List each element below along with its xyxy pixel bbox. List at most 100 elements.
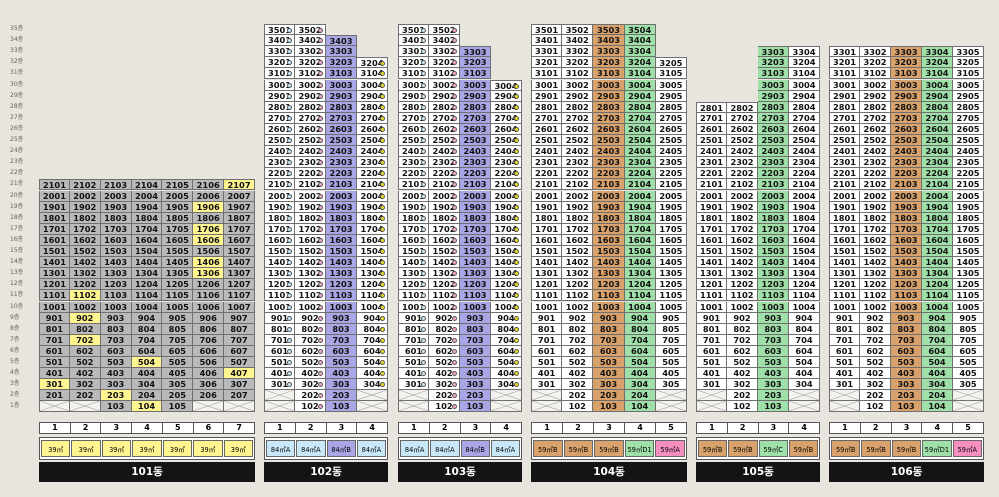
unit-dot-icon xyxy=(318,104,323,110)
unit-cell: 301 xyxy=(531,379,563,391)
unit-cell: 103 xyxy=(593,401,625,413)
unit-cell: 405 xyxy=(655,368,687,380)
unit-type-label: 84㎡A xyxy=(490,440,520,457)
unit-dot-icon xyxy=(380,326,385,332)
unit-cell: 1002 xyxy=(295,301,326,313)
unit-cell: 1302 xyxy=(69,268,101,280)
unit-cell: 903 xyxy=(100,312,132,324)
unit-cell: 2305 xyxy=(655,157,687,169)
unit-cell: 902 xyxy=(860,312,891,324)
floor-label: 16층 xyxy=(10,235,24,243)
unit-type-row: 39㎡ 39㎡ 39㎡ 39㎡ 39㎡ 39㎡ 39㎡ xyxy=(39,437,255,460)
floor-label: 23층 xyxy=(10,158,24,166)
unit-cell: 2605 xyxy=(655,123,687,135)
unit-dot-icon xyxy=(452,126,457,132)
unit-cell: 2702 xyxy=(727,112,758,124)
unit-dot-icon xyxy=(318,226,323,232)
unit-cell: 2701 xyxy=(531,112,563,124)
unit-cell: 3304 xyxy=(922,46,953,58)
unit-cell: 602 xyxy=(727,345,758,357)
unit-cell: 2703 xyxy=(593,112,625,124)
unit-cell: 2403 xyxy=(460,146,491,158)
unit-cell: 1004 xyxy=(491,301,522,313)
unit-cell: 2803 xyxy=(460,101,491,113)
unit-cell: 2004 xyxy=(357,190,388,202)
unit-cell: 1204 xyxy=(131,279,163,291)
unit-cell: 204 xyxy=(624,390,656,402)
unit-cell: 1705 xyxy=(162,223,194,235)
unit-cell: 804 xyxy=(131,323,163,335)
unit-cell: 203 xyxy=(460,390,491,402)
unit-cell: 304 xyxy=(357,379,388,391)
unit-cell: 2203 xyxy=(593,168,625,180)
unit-cell: 1607 xyxy=(224,234,255,246)
line-number: 5 xyxy=(965,423,971,432)
unit-cell: 401 xyxy=(398,368,429,380)
unit-cell: 2104 xyxy=(789,179,820,191)
unit-dot-icon xyxy=(452,160,457,166)
unit-dot-icon xyxy=(318,315,323,321)
unit-cell: 2502 xyxy=(429,135,460,146)
unit-dot-icon xyxy=(514,337,519,343)
unit-cell: 2901 xyxy=(531,90,563,102)
unit-dot-icon xyxy=(380,260,385,266)
unit-cell: 2503 xyxy=(593,135,625,146)
unit-cell: 104 xyxy=(624,401,656,413)
floor-label: 21층 xyxy=(10,180,24,188)
unit-dot-icon xyxy=(380,337,385,343)
unit-cell: 3401 xyxy=(398,35,429,47)
unit-cell: 1203 xyxy=(460,279,491,291)
unit-cell: 1102 xyxy=(727,290,758,302)
unit-cell: 2005 xyxy=(655,190,687,202)
unit-cell: 1001 xyxy=(696,301,727,313)
unit-cell: 1601 xyxy=(696,234,727,246)
unit-cell: 704 xyxy=(789,334,820,346)
unit-cell: 1605 xyxy=(162,234,194,246)
empty-unit-cell xyxy=(829,401,860,413)
unit-cell: 2402 xyxy=(727,146,758,158)
unit-cell: 1706 xyxy=(193,223,225,235)
unit-cell: 3102 xyxy=(562,68,594,80)
unit-cell: 2802 xyxy=(562,101,594,113)
unit-dot-icon xyxy=(452,249,457,254)
unit-cell: 605 xyxy=(162,345,194,357)
unit-cell: 2301 xyxy=(398,157,429,169)
unit-cell: 804 xyxy=(789,323,820,335)
unit-cell: 1901 xyxy=(39,201,70,213)
unit-cell: 1301 xyxy=(39,268,70,280)
unit-cell: 702 xyxy=(727,334,758,346)
unit-cell: 503 xyxy=(460,357,491,368)
unit-cell: 1402 xyxy=(727,257,758,269)
unit-cell: 2402 xyxy=(295,146,326,158)
unit-cell: 1602 xyxy=(860,234,891,246)
unit-cell: 302 xyxy=(727,379,758,391)
empty-unit-cell xyxy=(953,401,984,413)
unit-cell: 402 xyxy=(727,368,758,380)
unit-cell: 3002 xyxy=(860,79,891,91)
unit-cell: 3301 xyxy=(264,46,295,58)
empty-unit-cell xyxy=(264,401,295,413)
unit-cell: 1202 xyxy=(727,279,758,291)
unit-cell: 3202 xyxy=(860,57,891,69)
line-number: 4 xyxy=(801,423,807,432)
unit-cell: 3203 xyxy=(593,57,625,69)
unit-cell: 2704 xyxy=(922,112,953,124)
unit-dot-icon xyxy=(318,204,323,210)
unit-cell: 2106 xyxy=(193,179,225,191)
unit-cell: 2501 xyxy=(264,135,295,146)
unit-cell: 403 xyxy=(891,368,922,380)
unit-cell: 2005 xyxy=(162,190,194,202)
unit-cell: 803 xyxy=(460,323,491,335)
unit-cell: 1902 xyxy=(562,201,594,213)
unit-cell: 3004 xyxy=(357,79,388,91)
unit-cell: 403 xyxy=(460,368,491,380)
unit-dot-icon xyxy=(421,138,426,143)
floor-label: 6층 xyxy=(10,346,20,354)
unit-cell: 1504 xyxy=(491,246,522,257)
unit-cell: 1701 xyxy=(264,223,295,235)
unit-cell: 3101 xyxy=(264,68,295,80)
unit-dot-icon xyxy=(380,215,385,221)
unit-cell: 1004 xyxy=(131,301,163,313)
unit-dot-icon xyxy=(421,49,426,55)
unit-cell: 704 xyxy=(491,334,522,346)
